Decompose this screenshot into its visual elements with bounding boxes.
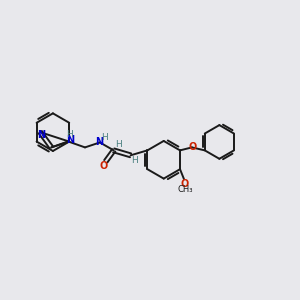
- Text: H: H: [131, 156, 138, 165]
- Text: N: N: [66, 135, 74, 145]
- Text: O: O: [100, 161, 108, 171]
- Text: CH₃: CH₃: [177, 185, 193, 194]
- Text: O: O: [181, 179, 189, 189]
- Text: O: O: [189, 142, 197, 152]
- Text: H: H: [115, 140, 122, 149]
- Text: N: N: [95, 137, 103, 147]
- Text: H: H: [101, 134, 108, 142]
- Text: H: H: [66, 130, 73, 139]
- Text: N: N: [37, 130, 45, 140]
